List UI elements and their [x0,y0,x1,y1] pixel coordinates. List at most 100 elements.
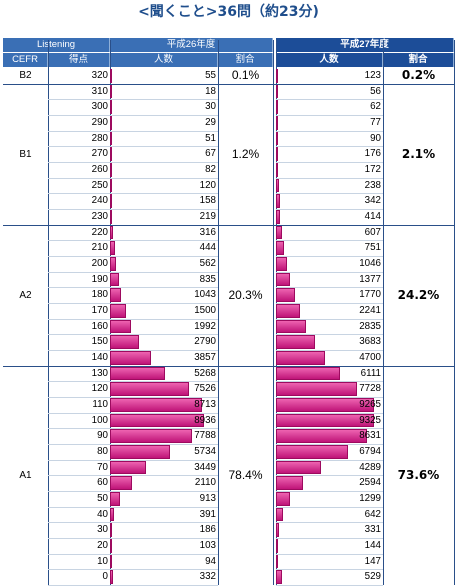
score-table: 320 55 123 310 18 56 300 30 62 290 29 77 280 51 90 270 6… [3,40,455,586]
count-h27: 144 [364,540,381,551]
bar-h26 [110,241,115,255]
count-h27: 3683 [359,336,381,348]
bar-h26 [110,210,113,224]
count-h26: 391 [199,508,216,520]
bar-h27 [276,225,283,240]
header-cefr: CEFR [3,53,48,67]
pct-h27-b2: 0.2% [401,68,436,82]
cefr-band-divider [3,83,454,85]
score-cell: 230 [91,211,108,222]
header-h26: 平成26年度 [110,38,273,52]
bar-h26 [110,492,120,506]
count-h26: 444 [199,242,216,254]
bar-h27 [276,116,278,130]
count-h27: 1046 [359,258,381,269]
bar-h27 [276,460,322,475]
bar-h27 [276,319,306,334]
bar-h26 [110,429,192,443]
pct-h27-a2: 24.2% [397,287,440,302]
count-h27: 56 [370,85,381,97]
bar-h26 [110,523,112,537]
score-cell: 250 [91,179,108,191]
score-cell: 210 [91,242,108,254]
table-row-line [276,240,383,242]
bar-h27 [276,335,315,349]
bar-h27 [276,539,278,553]
table-row-line [276,538,383,539]
bar-h27 [276,523,280,537]
column-divider [48,40,49,585]
table-row-line [276,318,383,320]
count-h26: 219 [199,211,216,222]
column-divider [273,40,274,585]
count-h27: 642 [364,508,381,520]
pct-h27-a1: 73.6% [397,467,440,482]
score-cell: 160 [91,320,108,332]
bar-h27 [276,210,281,224]
cefr-label-b1: B1 [19,148,32,160]
table-row-line [48,115,218,116]
score-cell: 200 [91,258,108,269]
count-h27: 2835 [359,320,381,332]
table-row-line [48,506,218,508]
table-row-line [276,287,383,289]
score-cell: 290 [91,117,108,128]
bar-h26 [110,84,112,99]
bar-h26 [110,445,171,459]
score-cell: 40 [97,508,108,520]
table-row-line [276,256,383,257]
count-h27: 62 [370,101,381,113]
score-cell: 270 [91,148,108,160]
count-h26: 120 [199,179,216,191]
count-h27: 342 [364,195,381,207]
bar-h26 [110,225,114,240]
count-h26: 7526 [194,383,216,395]
bar-h26 [110,382,190,396]
count-h26: 332 [199,571,216,583]
bar-h27 [276,178,279,193]
column-divider [454,40,455,585]
header-h27-rate: 割合 [383,53,454,67]
cefr-band-divider [3,224,454,226]
count-h26: 8713 [194,399,216,410]
table-row-line [48,99,218,101]
count-h26: 8936 [194,414,216,426]
table-row-line [276,162,383,163]
count-h27: 90 [370,132,381,144]
bar-h27 [276,257,287,271]
count-h26: 1992 [194,320,216,332]
table-row-line [48,193,218,195]
table-row-line [276,522,383,524]
bar-h27 [276,131,278,146]
table-row-line [48,350,218,351]
bar-h27 [276,241,284,255]
table-row-line [276,381,383,383]
score-cell: 260 [91,164,108,175]
count-h26: 316 [199,226,216,238]
count-h27: 77 [370,117,381,128]
table-row-line [276,193,383,195]
count-h27: 7728 [359,383,381,395]
score-cell: 150 [91,336,108,348]
pct-h27-b1: 2.1% [401,146,436,161]
bar-h27 [276,382,358,396]
table-row-line [48,303,218,304]
score-cell: 180 [91,289,108,301]
header-listening: Listening [3,38,110,52]
count-h26: 82 [205,164,216,175]
table-header-row-1: Listening 平成26年度 平成27年度 [3,38,454,52]
cefr-label-a1: A1 [19,469,32,481]
count-h26: 158 [199,195,216,207]
count-h27: 607 [364,226,381,238]
count-h26: 29 [205,117,216,128]
count-h27: 751 [364,242,381,254]
table-row-line [48,209,218,210]
count-h26: 1043 [194,289,216,301]
count-h27: 147 [364,555,381,567]
bar-h26 [110,304,126,318]
score-cell: 100 [91,414,108,426]
count-h27: 1299 [359,493,381,504]
table-row-line [276,397,383,398]
table-row-line [276,130,383,132]
score-cell: 300 [91,101,108,113]
